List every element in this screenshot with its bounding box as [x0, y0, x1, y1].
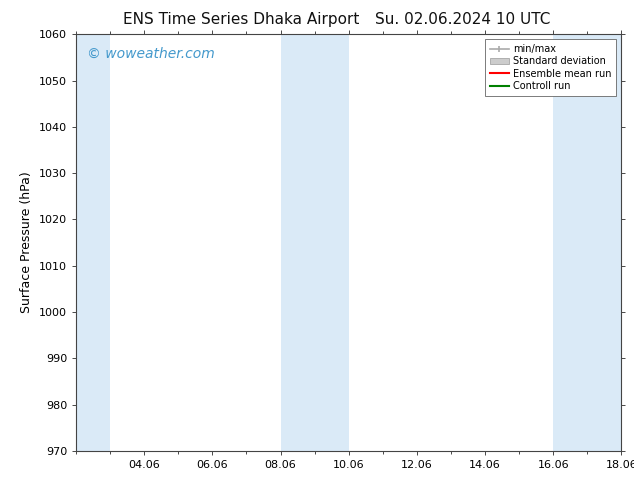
Bar — [553, 34, 621, 451]
Text: © woweather.com: © woweather.com — [87, 47, 215, 61]
Legend: min/max, Standard deviation, Ensemble mean run, Controll run: min/max, Standard deviation, Ensemble me… — [485, 39, 616, 96]
Text: ENS Time Series Dhaka Airport: ENS Time Series Dhaka Airport — [123, 12, 359, 27]
Y-axis label: Surface Pressure (hPa): Surface Pressure (hPa) — [20, 172, 34, 314]
Text: Su. 02.06.2024 10 UTC: Su. 02.06.2024 10 UTC — [375, 12, 550, 27]
Bar — [76, 34, 110, 451]
Bar — [280, 34, 349, 451]
